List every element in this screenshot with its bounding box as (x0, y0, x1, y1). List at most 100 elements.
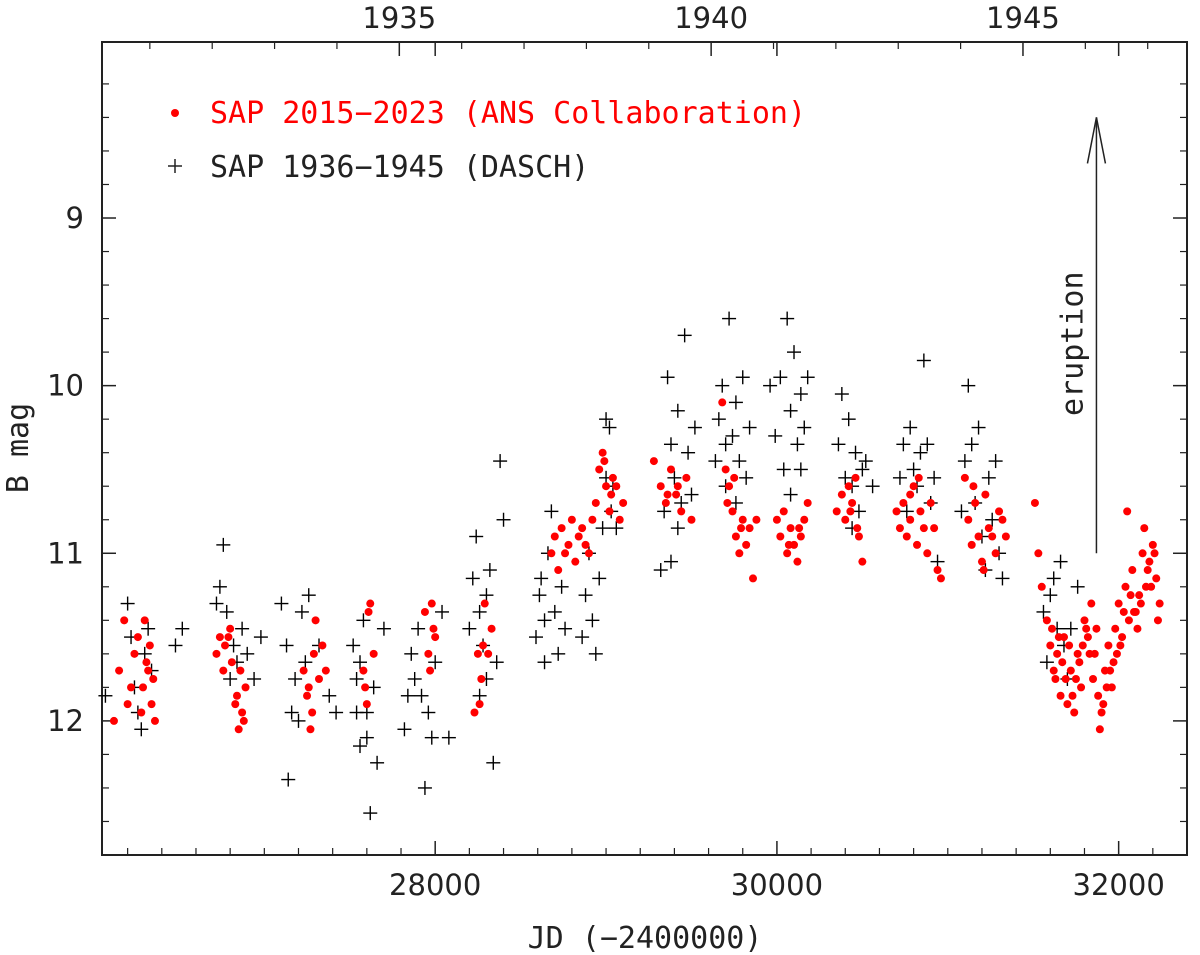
dasch-point (1036, 604, 1051, 619)
top-year-label: 1945 (986, 1, 1060, 35)
dasch-point (322, 688, 337, 703)
dasch-point (899, 504, 914, 519)
dasch-point (971, 420, 986, 435)
ans-point (364, 607, 373, 616)
ans-point (1133, 624, 1142, 633)
ans-point (1118, 633, 1127, 642)
dasch-point (742, 420, 757, 435)
dasch-point (534, 571, 549, 586)
dasch-point (288, 671, 303, 686)
ans-point (238, 708, 247, 717)
ans-point (916, 507, 925, 516)
dasch-point (735, 370, 750, 385)
ans-point (742, 540, 751, 549)
dasch-point (732, 454, 747, 469)
dasch-point (411, 621, 426, 636)
ans-point (995, 507, 1004, 516)
x-tick-label: 32000 (1073, 868, 1165, 902)
ans-point (991, 549, 1000, 558)
dasch-point (793, 462, 808, 477)
ans-point (311, 616, 320, 625)
ans-point (737, 524, 746, 533)
dasch-point (718, 437, 733, 452)
ans-point (480, 599, 489, 608)
ans-point (226, 624, 235, 633)
ans-point (1070, 708, 1079, 717)
ans-point (361, 683, 370, 692)
dasch-point (916, 353, 931, 368)
dasch-point (274, 596, 289, 611)
ans-point (598, 448, 607, 457)
dasch-point (663, 554, 678, 569)
ans-point (988, 532, 997, 541)
dasch-point (793, 387, 808, 402)
dasch-point (493, 454, 508, 469)
ans-point (672, 490, 681, 499)
ans-point (1126, 591, 1135, 600)
ans-point (479, 641, 488, 650)
dasch-point (892, 470, 907, 485)
legend-label-ans: SAP 2015−2023 (ANS Collaboration) (210, 96, 806, 131)
ans-point (557, 524, 566, 533)
ans-point (926, 498, 935, 507)
ans-point (930, 524, 939, 533)
ans-point (550, 532, 559, 541)
dasch-point (175, 621, 190, 636)
ans-point (470, 708, 479, 717)
ans-point (212, 649, 221, 658)
ans-point (735, 549, 744, 558)
ans-point (547, 549, 556, 558)
dasch-point (1070, 579, 1085, 594)
ans-point (1121, 582, 1130, 591)
dasch-point (725, 428, 740, 443)
ans-point (1083, 633, 1092, 642)
ans-point (1078, 641, 1087, 650)
ans-point (1099, 700, 1108, 709)
ans-point (236, 666, 245, 675)
dasch-point (1053, 554, 1068, 569)
ans-point (1085, 649, 1094, 658)
ans-point (149, 674, 158, 683)
ans-point (1106, 666, 1115, 675)
ans-point (362, 700, 371, 709)
dasch-point (479, 588, 494, 603)
ans-point (795, 524, 804, 533)
dasch-point (831, 437, 846, 452)
dasch-point (370, 755, 385, 770)
dasch-point (602, 420, 617, 435)
dasch-point (1063, 621, 1078, 636)
dasch-point (421, 705, 436, 720)
dasch-point (711, 412, 726, 427)
ans-point (784, 540, 793, 549)
dasch-point (838, 470, 853, 485)
ans-point (369, 649, 378, 658)
ans-point (721, 465, 730, 474)
dasch-point (554, 579, 569, 594)
ans-point (309, 649, 318, 658)
dasch-point (684, 487, 699, 502)
dasch-point (359, 730, 374, 745)
ans-point (147, 700, 156, 709)
ans-point (752, 515, 761, 524)
legend-marker-dasch (168, 159, 182, 173)
ans-point (1001, 532, 1010, 541)
ans-point (477, 674, 486, 683)
ans-point (1046, 641, 1055, 650)
ans-point (605, 507, 614, 516)
ans-point (584, 549, 593, 558)
ans-point (139, 683, 148, 692)
dasch-point (235, 621, 250, 636)
dasch-point (800, 370, 815, 385)
ans-point (848, 498, 857, 507)
ans-point (221, 641, 230, 650)
dasch-point (609, 521, 624, 536)
dasch-point (529, 630, 543, 645)
dasch-point (858, 454, 873, 469)
dasch-point (223, 671, 238, 686)
dasch-point (253, 630, 268, 645)
dasch-point (995, 571, 1010, 586)
ans-point (366, 599, 375, 608)
ans-point (936, 574, 945, 583)
ans-point (1130, 607, 1139, 616)
dasch-point (660, 370, 675, 385)
